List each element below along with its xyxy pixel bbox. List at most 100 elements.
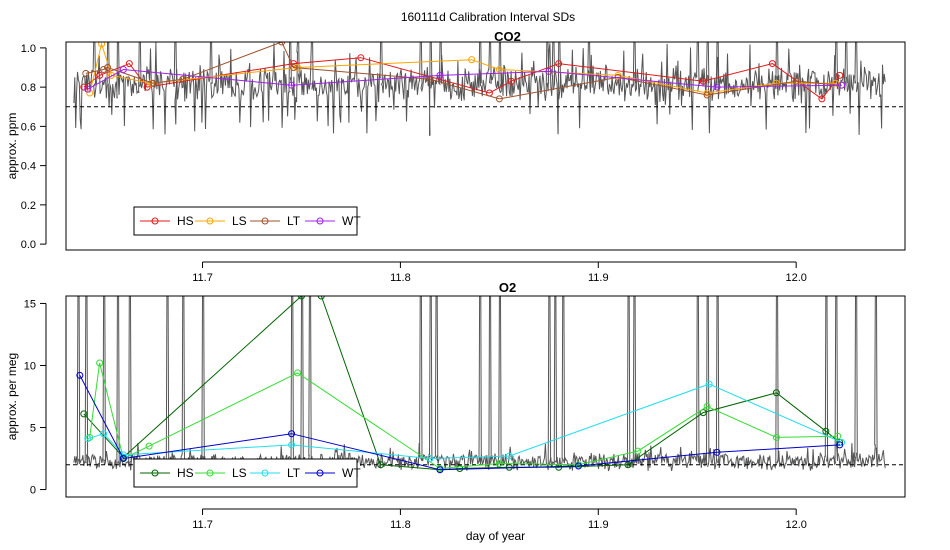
o2-point-lt <box>505 452 513 460</box>
co2-legend-marker-hs <box>151 217 159 225</box>
co2-panel: CO2 approx. ppm 0.0 0.2 0.4 0.6 0.8 1.0 11.7 11.8… <box>5 29 906 284</box>
co2-series-wt <box>84 65 846 93</box>
co2-point-lt <box>104 64 112 72</box>
o2-point-ls <box>294 369 302 377</box>
o2-legend: HS LS LT WT <box>133 458 361 488</box>
co2-point-hs <box>125 60 133 68</box>
co2-point-hs <box>818 95 826 103</box>
co2-point-lt <box>179 75 187 83</box>
co2-point-ls <box>703 89 711 97</box>
o2-point-lt <box>84 435 92 443</box>
co2-point-ls <box>108 71 116 79</box>
o2-point-hs <box>80 410 88 418</box>
o2-y-axis-label: approx. per meg <box>5 353 19 440</box>
o2-series-wt <box>76 371 844 474</box>
co2-point-ls <box>832 79 840 87</box>
co2-point-lt <box>82 69 90 77</box>
co2-point-lt <box>703 91 711 99</box>
co2-legend: HS LS LT WT <box>133 206 361 236</box>
co2-point-hs <box>699 77 707 85</box>
co2-y-axis-label: approx. ppm <box>5 113 19 180</box>
co2-plot-border <box>65 41 906 251</box>
o2-x-tick-label: 12.0 <box>785 519 806 531</box>
o2-y-tick-label: 15 <box>24 298 36 310</box>
co2-legend-marker-lt <box>261 217 269 225</box>
o2-panel-title: O2 <box>499 280 516 295</box>
co2-legend-marker-ls <box>206 217 214 225</box>
o2-plot-area <box>66 296 905 474</box>
co2-point-wt <box>84 85 92 93</box>
co2-series-line-lt <box>85 42 842 100</box>
co2-series-lt <box>82 42 846 103</box>
o2-point-lt <box>705 380 713 388</box>
o2-point-wt <box>288 430 296 438</box>
co2-point-wt <box>288 81 296 89</box>
co2-y-tick-label: 0.2 <box>21 200 36 212</box>
co2-series-line-wt <box>87 68 842 90</box>
co2-x-tick-label: 11.7 <box>192 272 213 284</box>
o2-point-hs <box>836 438 844 446</box>
co2-y-tick-label: 1.0 <box>21 43 36 55</box>
co2-point-wt <box>436 71 444 79</box>
co2-y-tick-label: 0.8 <box>21 82 36 94</box>
co2-point-wt <box>119 65 127 73</box>
o2-x-tick-label: 11.9 <box>588 519 609 531</box>
o2-y-tick-label: 10 <box>24 360 36 372</box>
o2-background-trace <box>73 296 886 472</box>
o2-legend-label-wt: WT <box>342 466 361 480</box>
o2-legend-marker-wt <box>316 469 324 477</box>
o2-series-line-wt <box>79 375 840 471</box>
co2-legend-label-wt: WT <box>342 214 361 228</box>
co2-background-trace <box>73 42 886 136</box>
co2-series-hs <box>80 54 844 103</box>
co2-point-hs <box>96 71 104 79</box>
co2-point-hs <box>357 54 365 62</box>
o2-point-ls <box>495 460 503 467</box>
figure-main-title: 160111d Calibration Interval SDs <box>401 10 575 24</box>
o2-point-wt <box>76 371 84 379</box>
o2-point-hs <box>822 427 830 435</box>
o2-point-hs <box>317 296 325 300</box>
o2-point-hs <box>377 461 385 469</box>
co2-y-tick-label: 0.6 <box>21 121 36 133</box>
o2-point-lt <box>288 441 296 449</box>
co2-plot-area <box>66 42 905 136</box>
co2-point-lt <box>278 42 286 46</box>
o2-point-lt <box>426 455 434 463</box>
o2-x-tick-label: 11.7 <box>192 519 213 531</box>
o2-point-hs <box>297 296 305 300</box>
o2-point-hs <box>772 389 780 397</box>
co2-point-wt <box>545 67 553 75</box>
co2-x-tick-label: 11.9 <box>588 272 609 284</box>
co2-point-ls <box>86 89 94 97</box>
co2-point-hs <box>836 71 844 79</box>
o2-legend-label-lt: LT <box>287 466 301 480</box>
co2-series-line-hs <box>83 57 841 100</box>
o2-legend-marker-ls <box>206 469 214 477</box>
o2-point-ls <box>834 432 842 440</box>
co2-x-tick-label: 12.0 <box>785 272 806 284</box>
co2-y-tick-label: 0.0 <box>21 239 36 251</box>
o2-legend-label-ls: LS <box>232 466 247 480</box>
co2-point-hs <box>768 60 776 68</box>
o2-point-ls <box>145 442 153 450</box>
co2-point-ls <box>495 65 503 73</box>
o2-legend-label-hs: HS <box>177 466 194 480</box>
o2-series-line-hs <box>83 296 841 471</box>
co2-point-lt <box>792 77 800 85</box>
o2-point-hs <box>505 463 513 471</box>
co2-panel-title: CO2 <box>494 29 521 44</box>
o2-point-lt <box>100 430 108 438</box>
co2-legend-marker-wt <box>316 217 324 225</box>
o2-x-axis-label: day of year <box>466 529 525 543</box>
co2-legend-label-lt: LT <box>287 214 301 228</box>
o2-point-hs <box>699 409 707 417</box>
co2-point-lt <box>495 95 503 103</box>
co2-point-hs <box>80 83 88 91</box>
o2-plot-border <box>65 295 906 498</box>
o2-point-hs <box>456 464 464 472</box>
o2-y-tick-label: 0 <box>30 485 36 497</box>
o2-point-ls <box>96 359 104 367</box>
co2-legend-label-hs: HS <box>177 214 194 228</box>
